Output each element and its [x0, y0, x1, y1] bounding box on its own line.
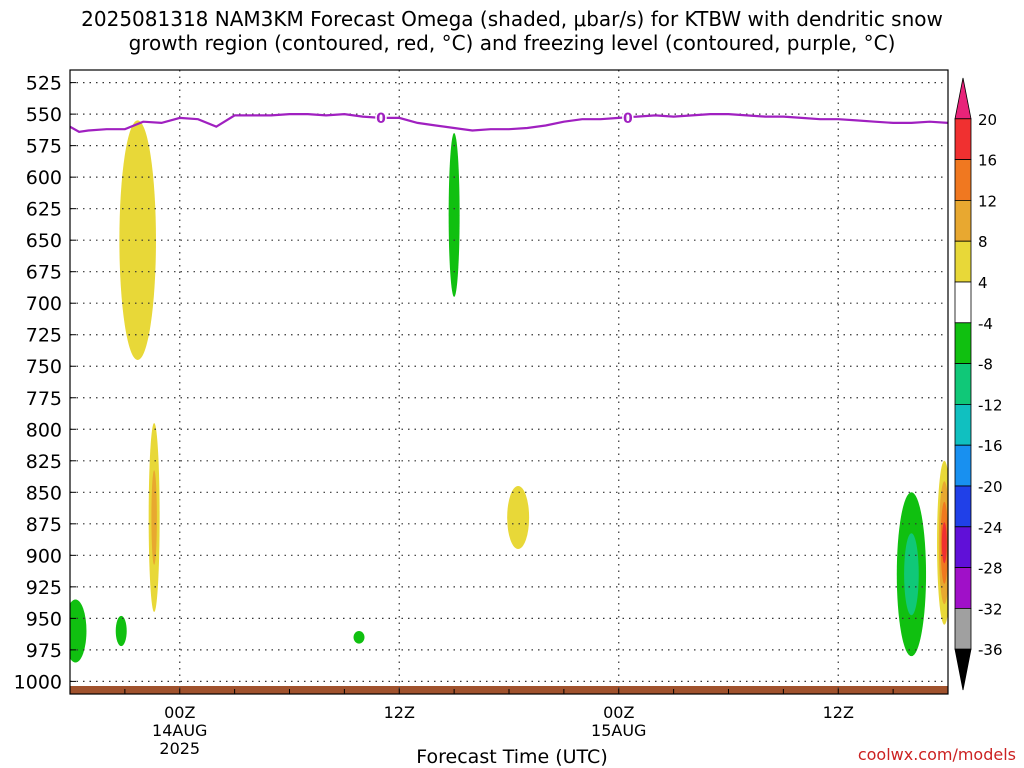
freezing-level-line: [70, 112, 948, 133]
colorbar-bin: [954, 77, 972, 120]
x-tick-label: 14AUG: [152, 721, 207, 740]
omega-cell: [70, 599, 87, 663]
colorbar-bin: [954, 199, 972, 242]
chart-title-line-1: 2025081318 NAM3KM Forecast Omega (shaded…: [81, 7, 943, 31]
y-tick-label: 925: [26, 577, 62, 599]
colorbar-label: 8: [978, 233, 988, 251]
y-tick-label: 750: [26, 356, 62, 378]
colorbar-bin: [954, 608, 972, 650]
colorbar-label: 12: [978, 192, 997, 210]
y-tick-label: 625: [26, 199, 62, 221]
colorbar-label: -16: [978, 437, 1003, 455]
omega-cell: [507, 486, 530, 550]
omega-cell: [448, 133, 460, 297]
y-axis-ticks: 525 550 575 600 625 650 675 700 725 750 775 800 825 8…: [14, 73, 76, 693]
colorbar-bin: [954, 118, 972, 161]
colorbar-label: -36: [978, 641, 1003, 659]
colorbar-bin: [954, 648, 972, 691]
colorbar-label: 4: [978, 274, 988, 292]
colorbar-label: 16: [978, 152, 997, 170]
x-tick-label: 00Z: [603, 703, 634, 722]
freezing-level-label: 0: [376, 111, 386, 127]
y-tick-label: 1000: [14, 671, 62, 693]
omega-cell: [904, 533, 919, 616]
omega-shading: [70, 120, 948, 663]
freezing-level-contour: 000: [70, 109, 948, 133]
y-tick-label: 850: [26, 482, 62, 504]
colorbar-bin: [954, 403, 972, 446]
colorbar-bin: [954, 159, 972, 201]
credit-text: coolwx.com/models: [857, 745, 1016, 764]
colorbar-label: -20: [978, 478, 1003, 496]
y-tick-label: 900: [26, 545, 62, 567]
chart-title-line-2: growth region (contoured, red, °C) and f…: [128, 31, 896, 55]
x-tick-label: 2025: [159, 739, 200, 758]
colorbar-label: 20: [978, 111, 997, 129]
grid-lines: [69, 70, 949, 694]
x-tick-label: 12Z: [384, 703, 415, 722]
freezing-level-label: 0: [623, 111, 633, 127]
x-axis-label: Forecast Time (UTC): [416, 746, 608, 768]
colorbar-bin: [954, 526, 972, 568]
omega-cell: [151, 470, 157, 565]
colorbar-bin: [954, 444, 972, 487]
omega-cell: [353, 630, 365, 644]
colorbar-label: -4: [978, 315, 993, 333]
colorbar: 20 16 12 8 4 -4 -8 -12 -16 -20 -24 -28 -32 -36: [954, 77, 1003, 691]
y-tick-label: 700: [26, 293, 62, 315]
y-tick-label: 825: [26, 451, 62, 473]
colorbar-label: -12: [978, 396, 1003, 414]
y-tick-label: 775: [26, 388, 62, 410]
colorbar-bin: [954, 485, 972, 528]
y-tick-label: 875: [26, 514, 62, 536]
colorbar-label: -24: [978, 519, 1003, 537]
y-tick-label: 950: [26, 608, 62, 630]
omega-cell: [115, 615, 127, 647]
y-tick-label: 675: [26, 262, 62, 284]
colorbar-label: -8: [978, 356, 993, 374]
omega-cell: [119, 120, 156, 360]
omega-cell: [941, 522, 947, 564]
colorbar-bin: [954, 240, 972, 283]
x-tick-label: 15AUG: [591, 721, 646, 740]
y-tick-label: 800: [26, 419, 62, 441]
y-tick-label: 600: [26, 167, 62, 189]
colorbar-label: -28: [978, 560, 1003, 578]
x-tick-label: 00Z: [164, 703, 195, 722]
y-tick-label: 650: [26, 230, 62, 252]
colorbar-bin: [954, 322, 972, 364]
x-tick-label: 12Z: [823, 703, 854, 722]
y-tick-label: 575: [26, 136, 62, 158]
x-axis-ticks: 00Z14AUG202512Z00Z15AUG12Z00Z16AUG: [152, 703, 854, 758]
colorbar-bin: [954, 363, 972, 405]
plot-frame: [69, 69, 949, 695]
y-tick-label: 975: [26, 640, 62, 662]
y-tick-label: 525: [26, 73, 62, 95]
colorbar-label: -32: [978, 600, 1003, 618]
colorbar-bin: [954, 567, 972, 609]
y-tick-label: 725: [26, 325, 62, 347]
y-tick-label: 550: [26, 104, 62, 126]
colorbar-bin: [954, 281, 972, 324]
